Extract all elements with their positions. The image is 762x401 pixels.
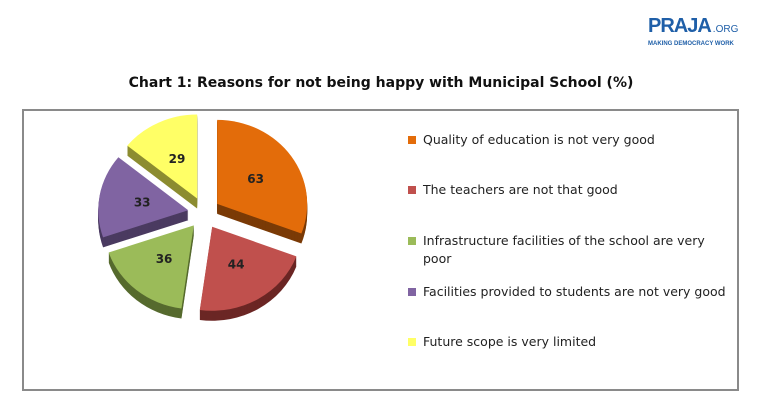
praja-logo: PRAJA .ORG MAKING DEMOCRACY WORK [648, 14, 754, 60]
pie-slice [127, 114, 198, 199]
logo-suffix: .ORG [712, 24, 739, 35]
legend-label: The teachers are not that good [423, 182, 618, 197]
legend-label: Facilities provided to students are not … [423, 284, 726, 299]
logo-text: PRAJA [648, 15, 712, 37]
legend-item: Infrastructure facilities of the school … [408, 232, 733, 268]
data-label: 29 [169, 152, 186, 166]
pie-slice-group: 29 [127, 114, 198, 209]
logo-tagline: MAKING DEMOCRACY WORK [648, 41, 734, 47]
data-label: 36 [156, 252, 173, 266]
legend-label: Infrastructure facilities of the school … [423, 233, 705, 266]
pie-slice-group: 44 [199, 226, 297, 321]
pie-slice [108, 225, 194, 309]
pie-slice [217, 119, 308, 234]
legend-swatch [408, 136, 416, 144]
legend-swatch [408, 237, 416, 245]
logo-row: PRAJA .ORG [648, 14, 738, 38]
data-label: 63 [247, 172, 264, 186]
pie-slice-group: 36 [108, 225, 194, 319]
data-label: 33 [134, 196, 151, 210]
pie-slice-group: 33 [98, 157, 189, 248]
pie-slice [98, 157, 189, 238]
legend-swatch [408, 288, 416, 296]
legend-swatch [408, 338, 416, 346]
legend-item: Quality of education is not very good [408, 131, 733, 149]
pie-slice-group: 63 [217, 119, 308, 244]
pie-slice [199, 226, 297, 311]
legend-swatch [408, 186, 416, 194]
legend-item: The teachers are not that good [408, 181, 733, 199]
legend-label: Quality of education is not very good [423, 132, 655, 147]
chart-title: Chart 1: Reasons for not being happy wit… [128, 75, 634, 91]
data-label: 44 [228, 257, 245, 271]
legend-label: Future scope is very limited [423, 334, 597, 349]
chart-frame [22, 109, 739, 391]
legend-item: Facilities provided to students are not … [408, 283, 733, 301]
legend-item: Future scope is very limited [408, 333, 733, 351]
